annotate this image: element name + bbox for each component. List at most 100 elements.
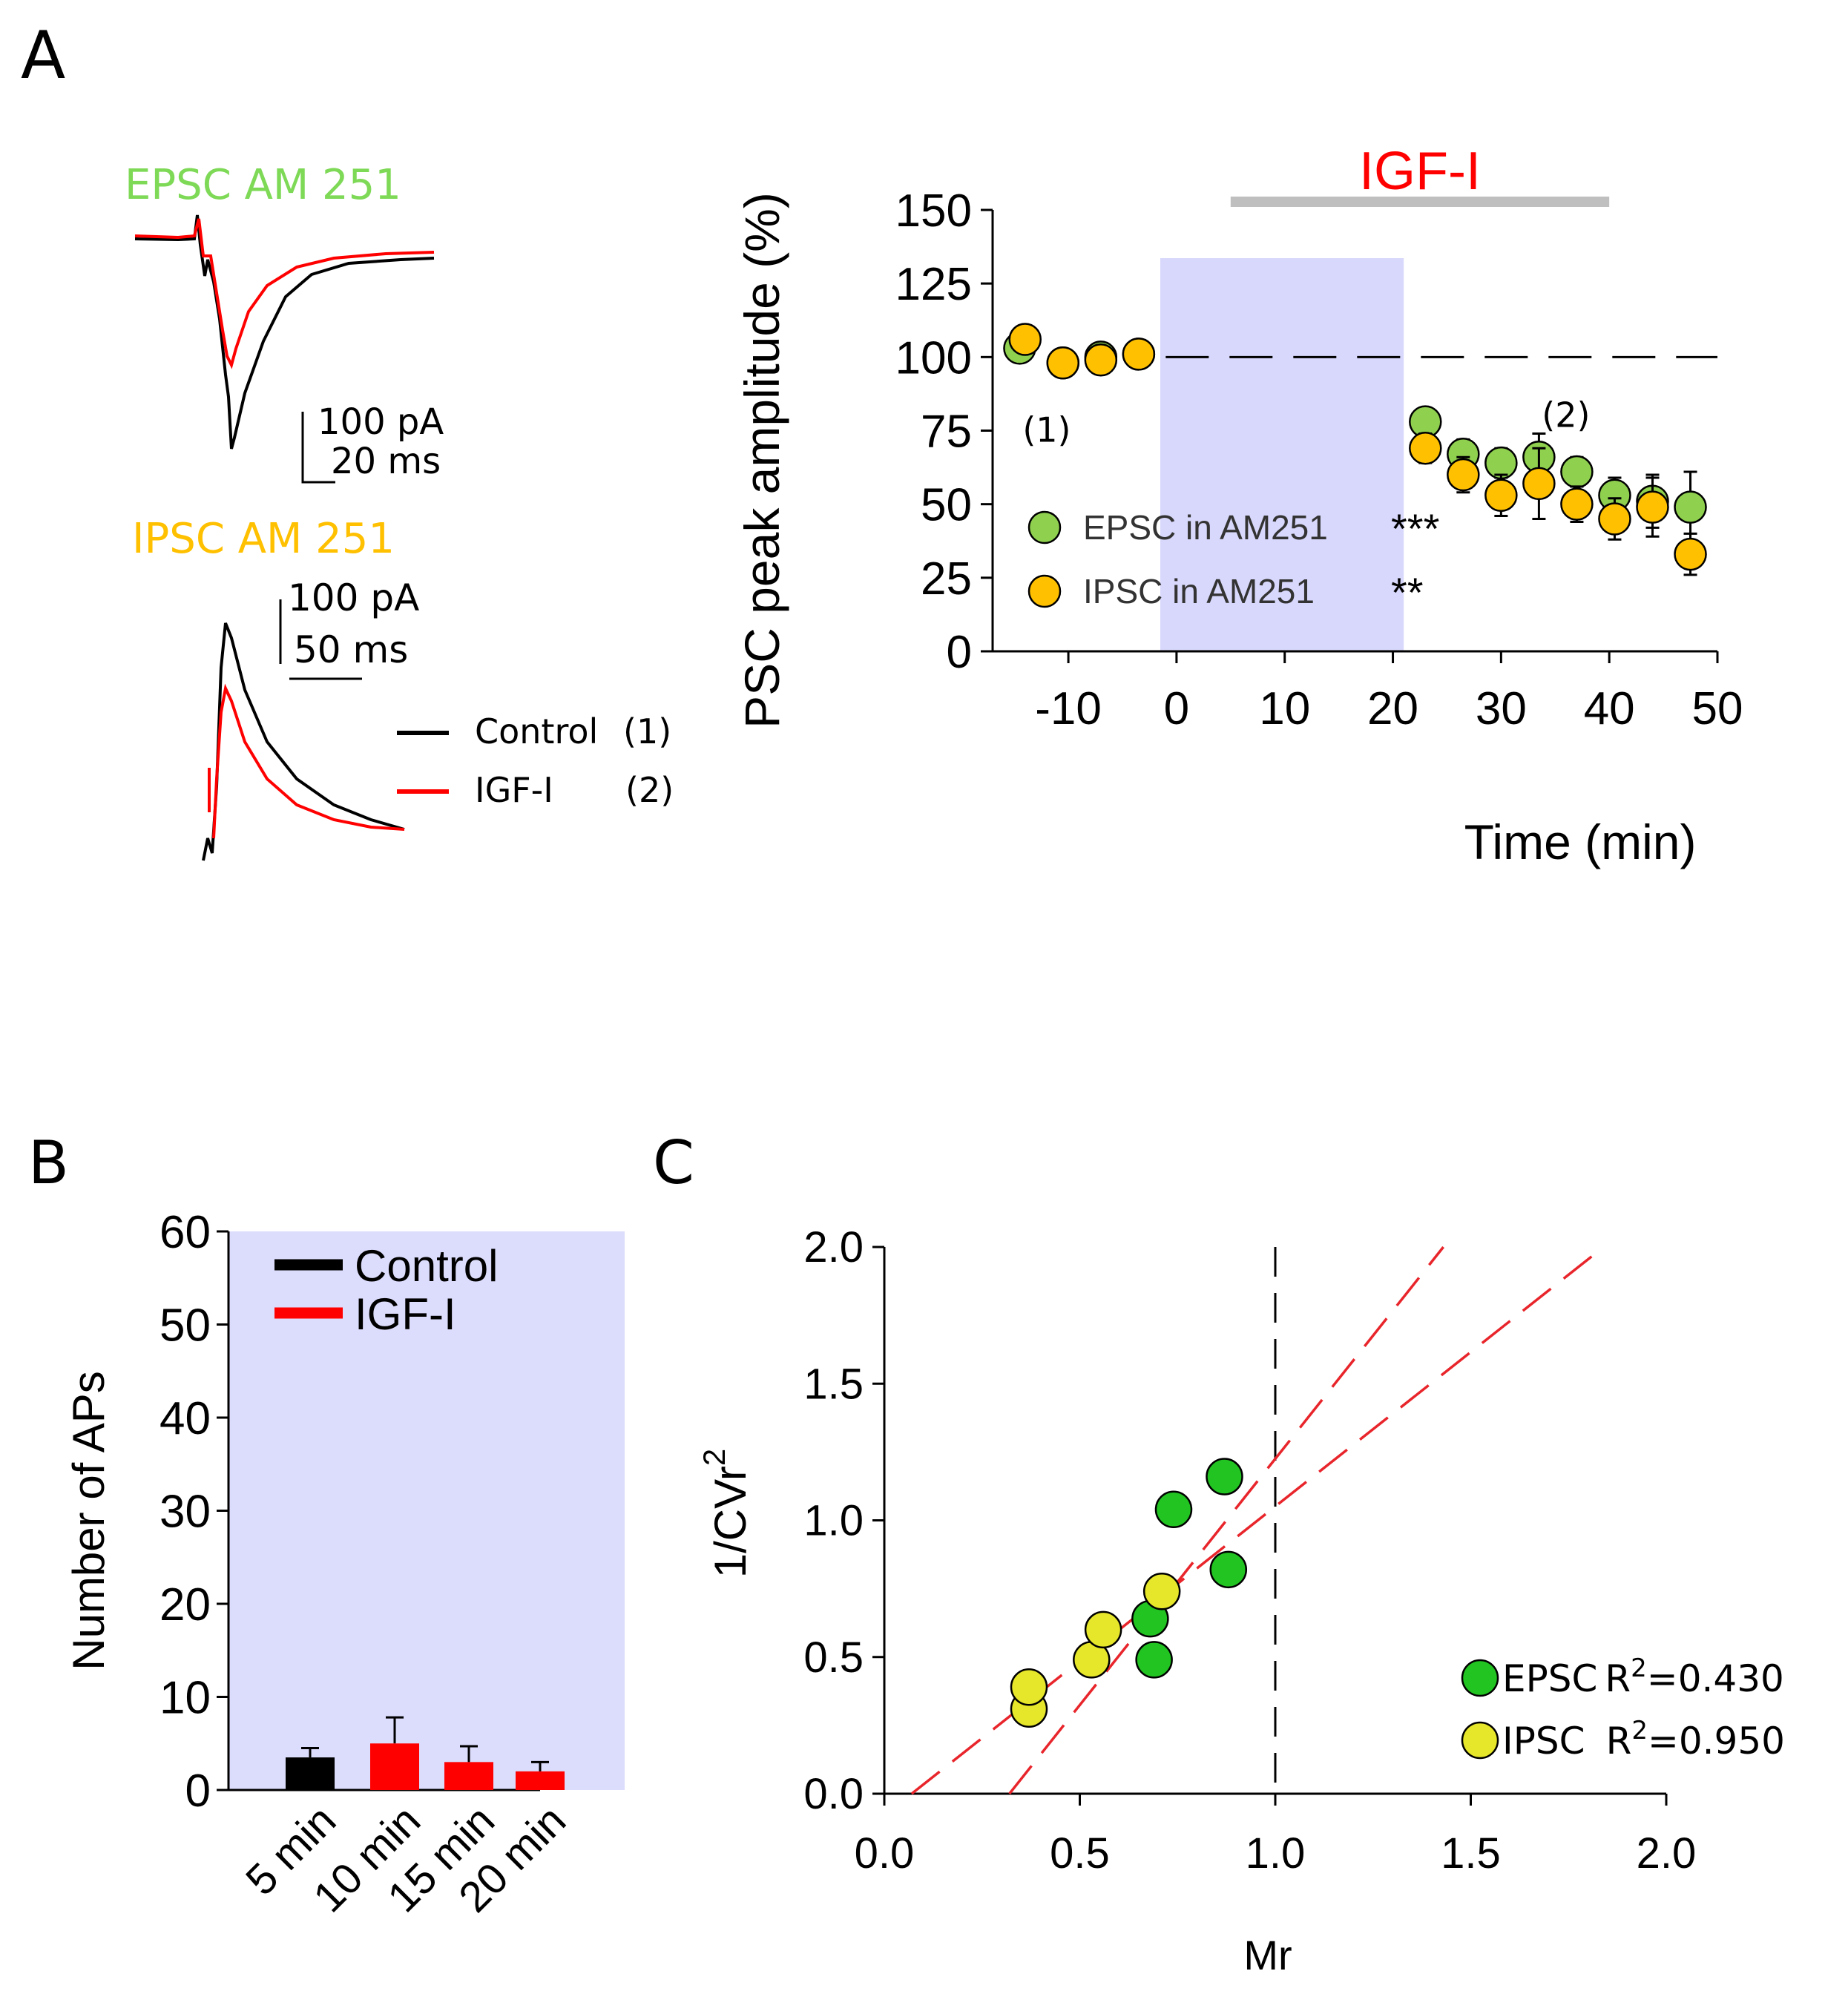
- y-tick-label: 1.5: [803, 1360, 864, 1408]
- epsc-scale-time: 20 ms: [331, 441, 441, 482]
- ipsc-cv-point: [1084, 1610, 1122, 1649]
- ipsc-data-point: [1046, 346, 1080, 380]
- epsc-fit-line: [1008, 1246, 1444, 1795]
- timecourse-chart: IGF-I 0 25 50 75 100 125 150 -10 0 10 20 30 40 50 (1)…: [734, 142, 1743, 869]
- bar-20-min: [516, 1771, 565, 1790]
- legend-ipsc-marker: [1027, 574, 1062, 608]
- bar-5-min: [286, 1757, 335, 1790]
- y-tick-label: 75: [921, 407, 972, 458]
- y-tick-label: 2.0: [803, 1223, 864, 1271]
- cv-legend: EPSC R2=0.430 IPSC R2=0.950: [1461, 1654, 1785, 1763]
- legend-epsc-marker: [1027, 510, 1062, 544]
- legend-ipsc-significance: **: [1391, 569, 1424, 616]
- traces-panel: EPSC AM 251 100 pA 20 ms IPSC AM 251 100…: [125, 161, 674, 861]
- cv-y-label-sup: 2: [697, 1449, 731, 1466]
- legend-ipsc-cv-text: IPSC R2=0.950: [1502, 1716, 1785, 1763]
- timecourse-x-label: Time (min): [1464, 815, 1697, 869]
- ipsc-scale-amp: 100 pA: [288, 576, 419, 619]
- panel-label-a: A: [21, 17, 65, 93]
- ipsc-data-point: [1484, 478, 1518, 513]
- ipsc-scale-time: 50 ms: [294, 628, 408, 671]
- panel-label-b: B: [28, 1128, 69, 1197]
- annotation-1: (1): [1022, 410, 1071, 450]
- epsc-cv-point: [1135, 1641, 1173, 1679]
- legend-epsc-cv-marker: [1461, 1659, 1499, 1697]
- legend-ipsc-label: IPSC in AM251: [1083, 572, 1315, 611]
- cv-fit-lines: [910, 1246, 1605, 1795]
- legend-epsc-cv-r: R: [1605, 1657, 1631, 1700]
- ipsc-cv-point: [1010, 1668, 1048, 1706]
- ipsc-data-point: [1084, 343, 1118, 377]
- x-tick-label: -10: [1035, 683, 1102, 734]
- ipsc-data-point: [1522, 467, 1556, 501]
- igf-shaded-region: [1160, 258, 1404, 651]
- ipsc-cv-point: [1142, 1573, 1181, 1610]
- epsc-cv-point: [1154, 1490, 1193, 1529]
- cv-axes: 0.0 0.5 1.0 1.5 2.0 0.0 0.5 1.0 1.5 2.0: [803, 1223, 1696, 1878]
- legend-epsc-cv-name: EPSC: [1502, 1657, 1597, 1700]
- y-tick-label: 100: [895, 332, 972, 384]
- annotation-2: (2): [1542, 395, 1590, 435]
- ipsc-igf-trace: [208, 683, 405, 839]
- legend-igf-bar-label: IGF-I: [355, 1289, 456, 1339]
- legend-igf-tag: (2): [625, 770, 674, 810]
- ipsc-data-point: [1560, 487, 1594, 521]
- bar-15-min: [444, 1762, 493, 1790]
- legend-epsc-cv-value: =0.430: [1647, 1657, 1784, 1700]
- x-tick-label: 50: [1692, 683, 1743, 734]
- legend-epsc-significance: ***: [1391, 505, 1439, 552]
- legend-epsc-cv-sup: 2: [1631, 1654, 1647, 1683]
- y-tick-label: 40: [160, 1393, 211, 1444]
- legend-igf-label: IGF-I: [475, 770, 553, 810]
- igf-bar-label: IGF-I: [1359, 142, 1481, 201]
- x-tick-label: 0: [1164, 683, 1189, 734]
- ipsc-data-point: [1636, 490, 1669, 524]
- x-tick-label: 0.5: [1050, 1829, 1110, 1878]
- y-tick-label: 60: [160, 1207, 211, 1258]
- x-tick-label: 20: [1367, 683, 1418, 734]
- timecourse-legend: EPSC in AM251 *** IPSC in AM251 **: [1027, 505, 1439, 616]
- ipsc-trace-title: IPSC AM 251: [132, 515, 395, 563]
- cv-y-label-text: 1/CVr2: [697, 1449, 755, 1579]
- legend-ipsc-cv-marker: [1461, 1721, 1499, 1760]
- epsc-scale-bar: [301, 412, 335, 484]
- legend-control-label: Control: [475, 711, 598, 751]
- x-tick-label: 40: [1584, 683, 1635, 734]
- panel-label-c: C: [653, 1128, 694, 1197]
- y-tick-label: 1.0: [803, 1497, 864, 1545]
- epsc-cv-point: [1209, 1550, 1248, 1589]
- legend-epsc-cv-text: EPSC R2=0.430: [1502, 1654, 1784, 1700]
- epsc-data-point: [1674, 490, 1707, 524]
- x-tick-label: 30: [1476, 683, 1527, 734]
- epsc-igf-trace: [134, 218, 435, 369]
- ipsc-fit-line: [910, 1246, 1605, 1795]
- y-tick-label: 50: [921, 480, 972, 531]
- x-tick-label: 0.0: [855, 1829, 915, 1878]
- x-tick-label: 1.0: [1246, 1829, 1306, 1878]
- timecourse-y-label: PSC peak amplitude (%): [734, 192, 789, 728]
- ipsc-data-point: [1409, 432, 1442, 465]
- ipsc-data-point: [1447, 458, 1480, 492]
- y-tick-label: 10: [160, 1673, 211, 1724]
- legend-ipsc-cv-r: R: [1606, 1720, 1632, 1763]
- epsc-cv-point: [1206, 1458, 1243, 1496]
- ipsc-data-point: [1674, 537, 1707, 571]
- ipsc-data-point: [1008, 323, 1042, 356]
- y-tick-label: 0.5: [803, 1633, 864, 1682]
- aps-background: [228, 1231, 625, 1790]
- epsc-data-point: [1560, 455, 1594, 489]
- cv-x-label: Mr: [1243, 1932, 1292, 1978]
- timecourse-axes: 0 25 50 75 100 125 150 -10 0 10 20 30 40 50: [895, 185, 1743, 734]
- y-tick-label: 0.0: [803, 1770, 864, 1818]
- legend-ipsc-cv-sup: 2: [1631, 1716, 1648, 1745]
- legend-control-bar-label: Control: [355, 1241, 498, 1291]
- x-tick-label: 10: [1259, 683, 1310, 734]
- y-tick-label: 125: [895, 259, 972, 310]
- legend-control-tag: (1): [623, 711, 671, 751]
- timecourse-points: [1003, 323, 1707, 576]
- ipsc-control-trace: [202, 622, 405, 861]
- aps-y-label: Number of APs: [64, 1371, 114, 1671]
- y-tick-label: 30: [160, 1487, 211, 1538]
